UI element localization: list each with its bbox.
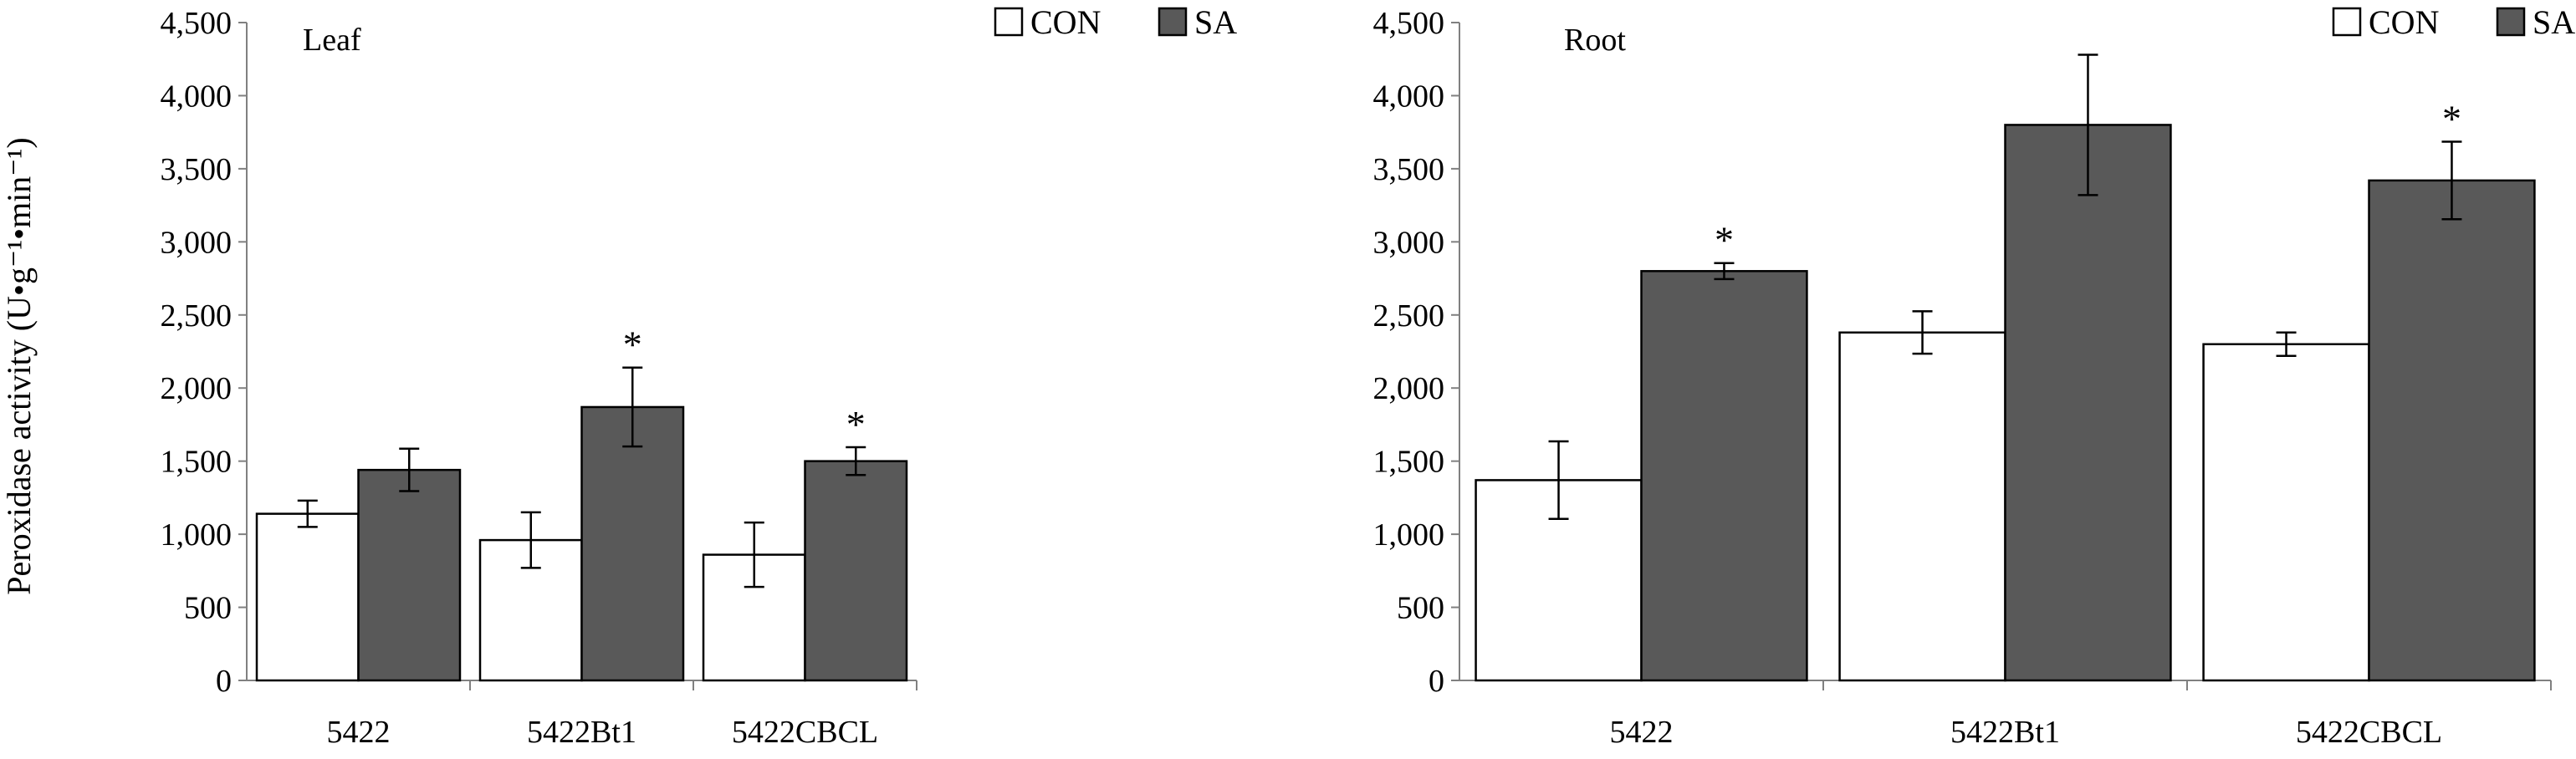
- bar-con-5422: [255, 512, 360, 682]
- y-tick-label: 500: [1397, 591, 1444, 626]
- bar-con-5422bt1: [1838, 331, 2006, 682]
- panel-title: Leaf: [303, 23, 361, 58]
- y-axis-title: Peroxidase activity (U•g⁻¹•min⁻¹): [0, 137, 38, 594]
- y-tick-label: 2,500: [161, 298, 233, 334]
- y-tick-label: 1,000: [161, 517, 233, 553]
- bar-sa-5422cbcl: [2368, 179, 2536, 682]
- y-tick-label: 4,000: [1373, 79, 1445, 114]
- x-tick-label: 5422: [327, 715, 391, 750]
- legend-swatch-con: [994, 7, 1024, 37]
- legend-swatch-sa: [1158, 7, 1188, 37]
- significance-mark: *: [1715, 219, 1734, 262]
- y-tick-label: 0: [1429, 664, 1444, 699]
- panel-root: 0 500 1,000 1,500 2,000 2,500 3,000 3,500 4,000 4…: [1373, 3, 2576, 750]
- y-tick-label: 1,500: [161, 445, 233, 480]
- bar-sa-5422bt1: [2004, 124, 2172, 682]
- x-tick-label: 5422CBCL: [2296, 715, 2442, 750]
- legend-label-con: CON: [2369, 3, 2439, 41]
- x-tick-label: 5422Bt1: [527, 715, 636, 750]
- y-tick-label: 500: [184, 591, 232, 626]
- bar-sa-5422: [1640, 270, 1808, 682]
- legend-label-con: CON: [1030, 3, 1101, 41]
- legend-label-sa: SA: [1194, 3, 1237, 41]
- significance-mark: *: [623, 323, 642, 366]
- y-tick-label: 3,000: [1373, 225, 1445, 260]
- y-tick-label: 3,000: [161, 225, 233, 260]
- x-tick-label: 5422Bt1: [1950, 715, 2060, 750]
- legend-swatch-sa: [2496, 7, 2526, 37]
- y-tick-label: 4,000: [161, 79, 233, 114]
- x-tick-label: 5422CBCL: [732, 715, 878, 750]
- significance-mark: *: [846, 403, 866, 446]
- bar-sa-5422cbcl: [804, 460, 908, 682]
- y-tick-label: 4,500: [1373, 6, 1445, 41]
- y-tick-label: 2,000: [161, 371, 233, 406]
- y-tick-label: 3,500: [161, 152, 233, 187]
- panel-leaf: 0 500 1,000 1,500 2,000 2,500 3,000 3,500 4,000 4…: [161, 3, 1238, 750]
- panel-title: Root: [1564, 23, 1626, 58]
- y-tick-label: 3,500: [1373, 152, 1445, 187]
- bar-sa-5422: [357, 468, 462, 682]
- y-tick-label: 4,500: [161, 6, 233, 41]
- y-tick-label: 1,000: [1373, 517, 1445, 553]
- significance-mark: *: [2442, 98, 2461, 140]
- y-tick-label: 0: [216, 664, 232, 699]
- y-tick-label: 2,000: [1373, 371, 1445, 406]
- bar-sa-5422bt1: [580, 405, 685, 682]
- legend-label-sa: SA: [2533, 3, 2575, 41]
- bar-con-5422cbcl: [2202, 343, 2370, 682]
- y-tick-label: 1,500: [1373, 445, 1445, 480]
- y-tick-label: 2,500: [1373, 298, 1445, 334]
- x-tick-label: 5422: [1610, 715, 1674, 750]
- legend-swatch-con: [2332, 7, 2362, 37]
